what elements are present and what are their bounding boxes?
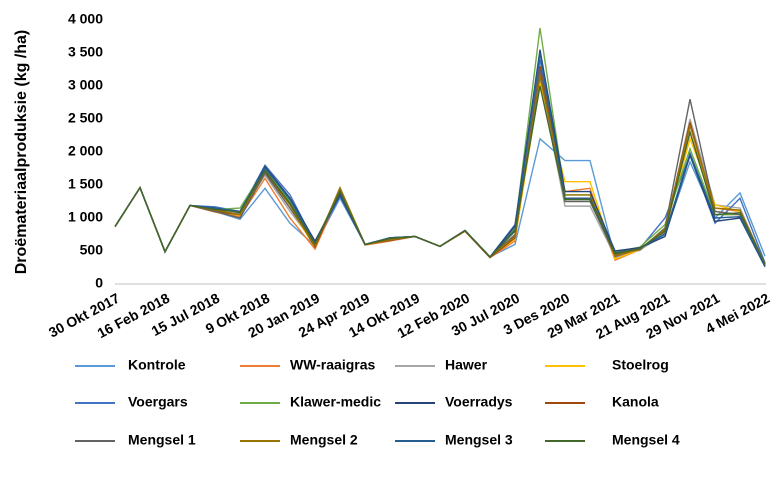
- legend-label: Mengsel 1: [128, 432, 196, 448]
- y-tick-label: 3 000: [68, 77, 103, 93]
- legend-label: WW-raaigras: [290, 357, 376, 373]
- y-tick-label: 500: [80, 242, 104, 258]
- y-tick-label: 2 500: [68, 110, 103, 126]
- y-axis-title: Droëmateriaalproduksie (kg /ha): [13, 30, 30, 275]
- y-tick-label: 4 000: [68, 11, 103, 27]
- series-line: [114, 75, 766, 265]
- legend-label: Klawer-medic: [290, 394, 381, 410]
- y-tick-label: 0: [95, 275, 103, 291]
- series-line: [114, 49, 766, 268]
- legend-label: Kontrole: [128, 357, 186, 373]
- series-line: [114, 69, 766, 265]
- series-line: [114, 52, 766, 267]
- legend-label: Mengsel 2: [290, 432, 358, 448]
- series-line: [114, 72, 766, 266]
- series-line: [114, 59, 766, 264]
- legend-label: Mengsel 4: [612, 432, 680, 448]
- y-tick-label: 3 500: [68, 44, 103, 60]
- series-line: [114, 82, 766, 266]
- series-line: [114, 79, 766, 265]
- legend-label: Stoelrog: [612, 357, 669, 373]
- series-line: [114, 137, 766, 259]
- legend-label: Voergars: [128, 394, 188, 410]
- y-tick-label: 2 000: [68, 143, 103, 159]
- y-tick-label: 1 500: [68, 176, 103, 192]
- legend-label: Mengsel 3: [445, 432, 513, 448]
- legend-label: Hawer: [445, 357, 488, 373]
- legend-label: Kanola: [612, 394, 659, 410]
- series-line: [114, 85, 766, 265]
- series-line: [114, 66, 766, 266]
- legend-label: Voerradys: [445, 394, 513, 410]
- y-tick-label: 1 000: [68, 209, 103, 225]
